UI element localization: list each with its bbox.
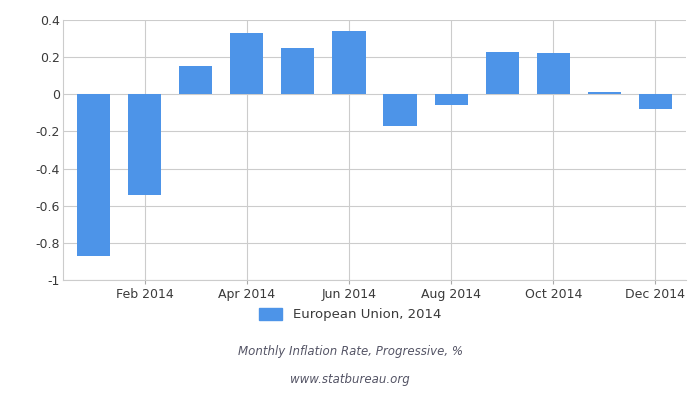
- Text: Monthly Inflation Rate, Progressive, %: Monthly Inflation Rate, Progressive, %: [237, 346, 463, 358]
- Bar: [588, 92, 621, 94]
- Bar: [639, 94, 672, 109]
- Bar: [179, 66, 212, 94]
- Bar: [384, 94, 416, 126]
- Bar: [77, 94, 110, 256]
- Bar: [537, 54, 570, 94]
- Bar: [435, 94, 468, 106]
- Legend: European Union, 2014: European Union, 2014: [253, 302, 447, 326]
- Text: www.statbureau.org: www.statbureau.org: [290, 374, 410, 386]
- Bar: [486, 52, 519, 94]
- Bar: [281, 48, 314, 94]
- Bar: [230, 33, 263, 94]
- Bar: [332, 31, 365, 94]
- Bar: [128, 94, 161, 194]
